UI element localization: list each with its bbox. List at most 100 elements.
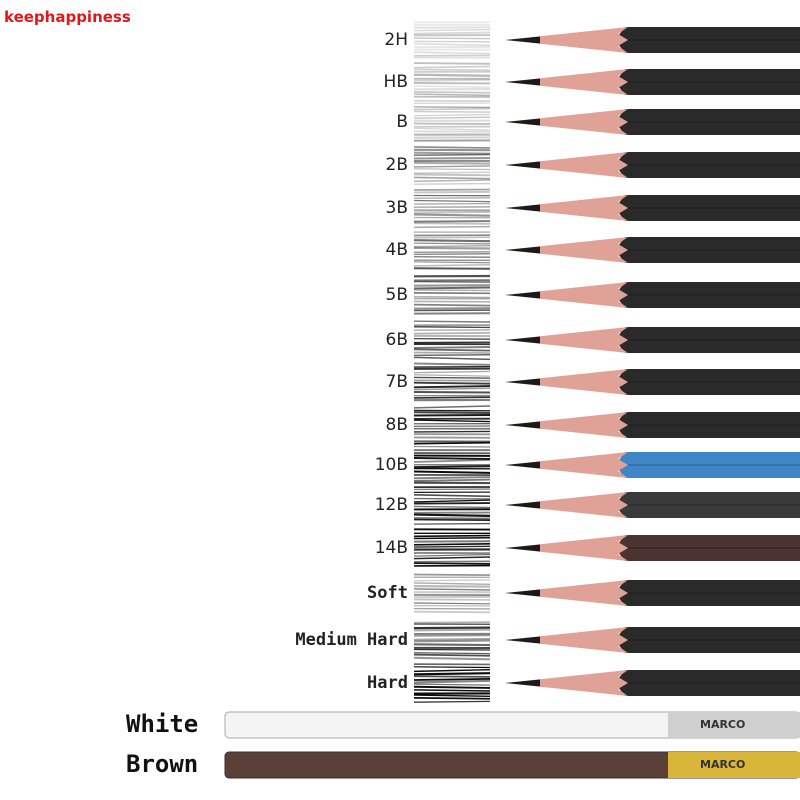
- hatch-line: [413, 362, 491, 366]
- pencil: [505, 369, 800, 395]
- pencil-wood: [505, 535, 628, 561]
- hatch-line: [413, 73, 491, 77]
- hatch-line: [413, 151, 491, 155]
- pencil-wood: [505, 69, 628, 95]
- hatch-line: [413, 465, 491, 469]
- hatch-line: [413, 220, 491, 223]
- hatch-line: [413, 513, 491, 517]
- hatch-line: [413, 459, 491, 463]
- pencil-body: [615, 27, 800, 53]
- hatch-line: [413, 51, 491, 55]
- pencil-body: [615, 627, 800, 653]
- shading-swatch: [413, 573, 491, 614]
- hatch-line: [413, 346, 491, 349]
- hatch-line: [413, 374, 491, 377]
- hatch-line: [413, 517, 491, 520]
- pencil: [505, 27, 800, 53]
- pencil-wood: [505, 109, 628, 135]
- hatch-line: [413, 648, 491, 651]
- pencil-body: [615, 109, 800, 135]
- pencil-wood: [505, 27, 628, 53]
- hatch-line: [413, 331, 491, 335]
- hatch-line: [413, 261, 491, 264]
- grade-label: 5B: [386, 285, 408, 305]
- hatch-line: [413, 494, 491, 498]
- pencil-body: [615, 369, 800, 395]
- hatch-line: [413, 295, 491, 299]
- hatch-line: [413, 199, 491, 203]
- hatch-line: [413, 171, 491, 174]
- hatch-line: [413, 534, 491, 538]
- grade-label: Medium Hard: [295, 630, 408, 650]
- hatch-line: [413, 246, 491, 250]
- hatch-line: [413, 668, 491, 673]
- hatch-line: [413, 553, 491, 557]
- pencil-wood: [505, 452, 628, 478]
- pencil-band: [668, 712, 800, 738]
- pencil-body: [615, 282, 800, 308]
- pencil-wood: [505, 327, 628, 353]
- pencil-body: [615, 195, 800, 221]
- hatch-line: [413, 643, 491, 647]
- hatch-line: [413, 168, 491, 171]
- pencil-lead: [505, 204, 540, 212]
- pencil-body: [615, 237, 800, 263]
- pencil-wood: [505, 670, 628, 696]
- grade-label: 12B: [375, 495, 408, 515]
- hatch-line: [413, 62, 491, 65]
- hatch-line: [413, 414, 491, 417]
- hatch-line: [413, 213, 491, 217]
- pencil-body: [615, 452, 800, 478]
- watermark: keephappiness: [4, 8, 131, 26]
- hatch-line: [413, 122, 491, 126]
- shading-swatch: [413, 62, 491, 103]
- grade-label: 8B: [386, 415, 408, 435]
- hatch-line: [413, 677, 491, 681]
- grade-label: HB: [384, 72, 408, 92]
- hatch-line: [413, 348, 491, 352]
- hatch-line: [413, 579, 491, 582]
- shading-swatch: [413, 621, 491, 661]
- hatch-line: [413, 116, 491, 119]
- hatch-line: [413, 573, 491, 576]
- pencil: [505, 109, 800, 135]
- hatch-line: [413, 628, 491, 632]
- hatch-line: [413, 326, 491, 329]
- hatch-line: [413, 685, 491, 689]
- pencil-lead: [505, 291, 540, 299]
- hatch-line: [413, 255, 491, 258]
- hatch-line: [413, 153, 491, 157]
- hatch-line: [413, 697, 491, 700]
- hatch-line: [413, 542, 491, 546]
- hatch-line: [413, 113, 491, 117]
- pencil-lead: [505, 78, 540, 86]
- hatch-line: [413, 179, 491, 183]
- pencil: [505, 152, 800, 178]
- hatch-line: [413, 31, 491, 35]
- hatch-line: [413, 173, 491, 177]
- hatch-line: [413, 638, 491, 641]
- shading-swatch: [413, 486, 491, 525]
- pencil-lead: [505, 589, 540, 597]
- hatch-line: [413, 405, 491, 409]
- pencil-band: [668, 752, 800, 778]
- hatch-line: [413, 161, 491, 165]
- hatch-line: [413, 385, 491, 389]
- hatch-line: [413, 127, 491, 131]
- hatch-line: [413, 211, 491, 214]
- pencil: [505, 580, 800, 606]
- grade-label: 14B: [375, 538, 408, 558]
- hatch-line: [413, 110, 491, 113]
- pencil-body: [615, 492, 800, 518]
- hatch-line: [413, 666, 491, 669]
- hatch-line: [413, 457, 491, 460]
- hatch-line: [413, 675, 491, 678]
- pencil-lead: [505, 378, 540, 386]
- pencil-body: [615, 580, 800, 606]
- pencil: [505, 670, 800, 696]
- hatch-line: [413, 502, 491, 505]
- hatch-line: [413, 146, 491, 149]
- hatch-line: [413, 411, 491, 415]
- pencil-body: [615, 327, 800, 353]
- pencil-wood: [505, 627, 628, 653]
